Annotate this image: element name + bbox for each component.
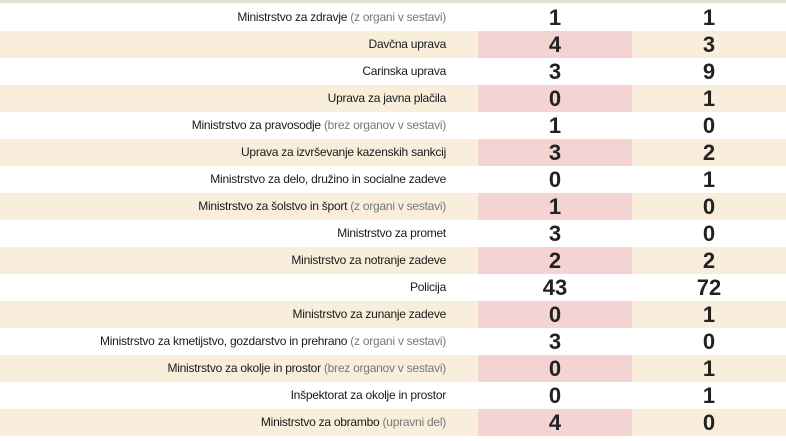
row-label: Ministrstvo za šolstvo in šport (z organ… bbox=[0, 193, 446, 220]
count-b: 1 bbox=[702, 356, 716, 381]
row-label: Ministrstvo za kmetijstvo, gozdarstvo in… bbox=[0, 328, 446, 355]
count-a: 0 bbox=[478, 301, 632, 328]
row-label: Ministrstvo za zdravje (z organi v sesta… bbox=[0, 4, 446, 31]
count-b: 1 bbox=[702, 5, 716, 30]
count-a: 0 bbox=[548, 167, 562, 192]
row-label: Davčna uprava bbox=[0, 31, 447, 58]
count-a: 0 bbox=[548, 383, 562, 408]
row-label: Policija bbox=[0, 274, 446, 301]
count-a: 0 bbox=[478, 355, 632, 382]
row-label: Inšpektorat za okolje in prostor bbox=[0, 382, 447, 409]
count-a: 1 bbox=[478, 193, 632, 220]
institution-name: Ministrstvo za delo, družino in socialne… bbox=[210, 172, 446, 186]
table-row: Policija 43 72 bbox=[0, 274, 786, 301]
institution-name: Inšpektorat za okolje in prostor bbox=[290, 388, 447, 402]
count-b: 2 bbox=[702, 248, 716, 273]
institution-note: (brez organov v sestavi) bbox=[323, 361, 446, 375]
table-row: Inšpektorat za okolje in prostor 0 1 bbox=[0, 382, 786, 409]
count-b: 0 bbox=[702, 194, 716, 219]
table-row: Ministrstvo za okolje in prostor (brez o… bbox=[0, 355, 786, 382]
count-b: 1 bbox=[702, 302, 716, 327]
count-b: 1 bbox=[702, 167, 716, 192]
row-label: Uprava za javna plačila bbox=[0, 85, 447, 112]
count-a: 3 bbox=[548, 221, 562, 246]
institution-name: Ministrstvo za zunanje zadeve bbox=[292, 307, 447, 321]
institution-name: Policija bbox=[409, 280, 446, 294]
row-label: Ministrstvo za obrambo (upravni del) bbox=[0, 409, 446, 436]
row-label: Uprava za izvrševanje kazenskih sankcij bbox=[0, 139, 446, 166]
institution-name: Uprava za izvrševanje kazenskih sankcij bbox=[240, 145, 446, 159]
row-label: Ministrstvo za promet bbox=[0, 220, 446, 247]
row-label: Ministrstvo za zunanje zadeve bbox=[0, 301, 447, 328]
table-row: Ministrstvo za notranje zadeve 2 2 bbox=[0, 247, 786, 274]
table-row: Ministrstvo za zunanje zadeve 0 1 bbox=[0, 301, 786, 328]
institution-name: Davčna uprava bbox=[368, 37, 447, 51]
institution-note: (brez organov v sestavi) bbox=[323, 118, 446, 132]
institution-name: Ministrstvo za obrambo bbox=[260, 415, 380, 429]
top-rule bbox=[0, 0, 786, 3]
institution-name: Ministrstvo za šolstvo in šport bbox=[198, 199, 348, 213]
institution-name: Ministrstvo za promet bbox=[337, 226, 446, 240]
institution-name: Ministrstvo za okolje in prostor bbox=[167, 361, 321, 375]
table-row: Ministrstvo za zdravje (z organi v sesta… bbox=[0, 4, 786, 31]
table-row: Uprava za izvrševanje kazenskih sankcij 3… bbox=[0, 139, 786, 166]
count-a: 3 bbox=[548, 59, 562, 84]
institution-note: (z organi v sestavi) bbox=[350, 199, 446, 213]
count-b: 0 bbox=[702, 410, 716, 435]
institution-note: (z organi v sestavi) bbox=[350, 10, 446, 24]
count-b: 0 bbox=[702, 113, 716, 138]
institution-name: Uprava za javna plačila bbox=[327, 91, 447, 105]
count-a: 1 bbox=[548, 5, 562, 30]
table-row: Carinska uprava 3 9 bbox=[0, 58, 786, 85]
institution-note: (upravni del) bbox=[382, 415, 447, 429]
institution-name: Ministrstvo za notranje zadeve bbox=[291, 253, 446, 267]
count-b: 9 bbox=[702, 59, 716, 84]
institution-name: Ministrstvo za pravosodje bbox=[191, 118, 321, 132]
table-row: Ministrstvo za pravosodje (brez organov … bbox=[0, 112, 786, 139]
count-a: 4 bbox=[478, 409, 632, 436]
row-label: Ministrstvo za okolje in prostor (brez o… bbox=[0, 355, 446, 382]
table-row: Ministrstvo za obrambo (upravni del) 4 0 bbox=[0, 409, 786, 436]
count-b: 0 bbox=[702, 221, 716, 246]
count-a: 4 bbox=[478, 31, 632, 58]
count-b: 3 bbox=[702, 32, 716, 57]
institution-name: Ministrstvo za kmetijstvo, gozdarstvo in… bbox=[100, 334, 348, 348]
count-a: 0 bbox=[478, 85, 632, 112]
row-label: Carinska uprava bbox=[0, 58, 446, 85]
table-row: Uprava za javna plačila 0 1 bbox=[0, 85, 786, 112]
row-label: Ministrstvo za notranje zadeve bbox=[0, 247, 446, 274]
count-a: 3 bbox=[478, 139, 632, 166]
count-a: 3 bbox=[548, 329, 562, 354]
count-b: 72 bbox=[696, 275, 722, 300]
institution-note: (z organi v sestavi) bbox=[350, 334, 446, 348]
count-a: 1 bbox=[548, 113, 562, 138]
count-a: 43 bbox=[542, 275, 568, 300]
count-b: 1 bbox=[702, 383, 716, 408]
table-row: Davčna uprava 4 3 bbox=[0, 31, 786, 58]
count-b: 1 bbox=[702, 86, 716, 111]
table-row: Ministrstvo za kmetijstvo, gozdarstvo in… bbox=[0, 328, 786, 355]
table-row: Ministrstvo za promet 3 0 bbox=[0, 220, 786, 247]
row-label: Ministrstvo za pravosodje (brez organov … bbox=[0, 112, 447, 139]
count-b: 2 bbox=[702, 140, 716, 165]
table-row: Ministrstvo za delo, družino in socialne… bbox=[0, 166, 786, 193]
institution-name: Carinska uprava bbox=[362, 64, 446, 78]
table-row: Ministrstvo za šolstvo in šport (z organ… bbox=[0, 193, 786, 220]
count-a: 2 bbox=[478, 247, 632, 274]
row-label: Ministrstvo za delo, družino in socialne… bbox=[0, 166, 446, 193]
institution-name: Ministrstvo za zdravje bbox=[237, 10, 348, 24]
count-b: 0 bbox=[702, 329, 716, 354]
